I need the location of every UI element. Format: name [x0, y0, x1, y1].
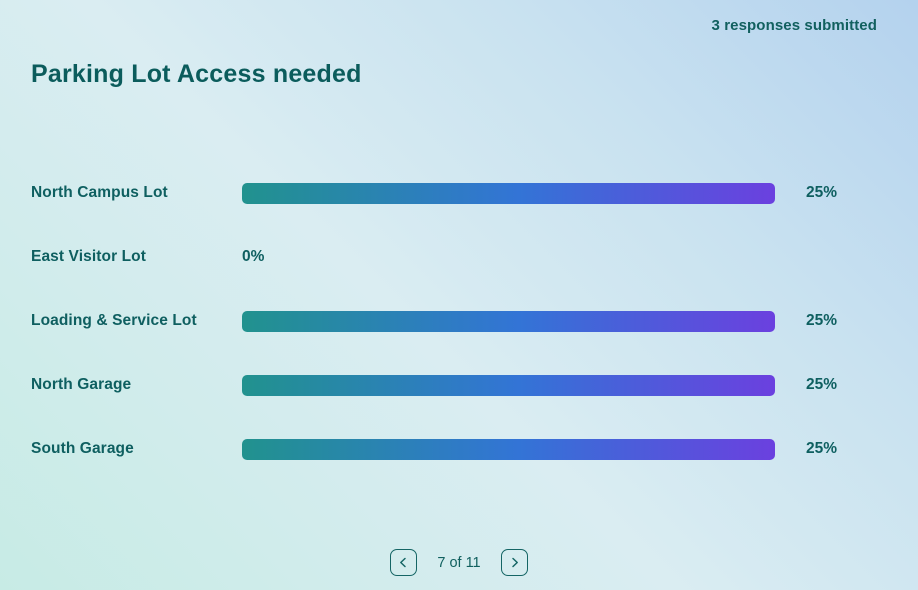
category-label: North Campus Lot — [31, 184, 168, 201]
value-label: 25% — [806, 376, 838, 393]
bar-track: 25% — [242, 374, 878, 396]
chart-row: Loading & Service Lot 25% — [31, 289, 878, 353]
value-label: 25% — [806, 312, 838, 329]
chevron-left-icon — [400, 557, 407, 568]
bar-track: 25% — [242, 310, 878, 332]
responses-count: 3 responses submitted — [711, 17, 877, 34]
bar-track: 25% — [242, 182, 878, 204]
chart-row: South Garage 25% — [31, 417, 878, 481]
chart-row: North Garage 25% — [31, 353, 878, 417]
bar — [242, 310, 775, 332]
category-label: North Garage — [31, 376, 132, 393]
bar — [242, 182, 775, 204]
category-label: Loading & Service Lot — [31, 312, 197, 329]
chevron-right-icon — [511, 557, 518, 568]
category-label: South Garage — [31, 440, 134, 457]
value-label: 25% — [806, 440, 838, 457]
bar-chart: North Campus Lot 25% East Visitor Lot 0% Loa… — [31, 161, 878, 481]
chart-row: North Campus Lot 25% — [31, 161, 878, 225]
chart-row: East Visitor Lot 0% — [31, 225, 878, 289]
bar-track: 0% — [242, 248, 878, 266]
value-label: 0% — [242, 248, 265, 265]
pagination: 7 of 11 — [0, 549, 918, 576]
bar — [242, 374, 775, 396]
category-label: East Visitor Lot — [31, 248, 147, 265]
bar — [242, 438, 775, 460]
next-page-button[interactable] — [500, 549, 528, 576]
page-indicator: 7 of 11 — [437, 554, 481, 571]
poll-title: Parking Lot Access needed — [31, 60, 362, 88]
value-label: 25% — [806, 184, 838, 201]
bar-track: 25% — [242, 438, 878, 460]
prev-page-button[interactable] — [390, 549, 418, 576]
